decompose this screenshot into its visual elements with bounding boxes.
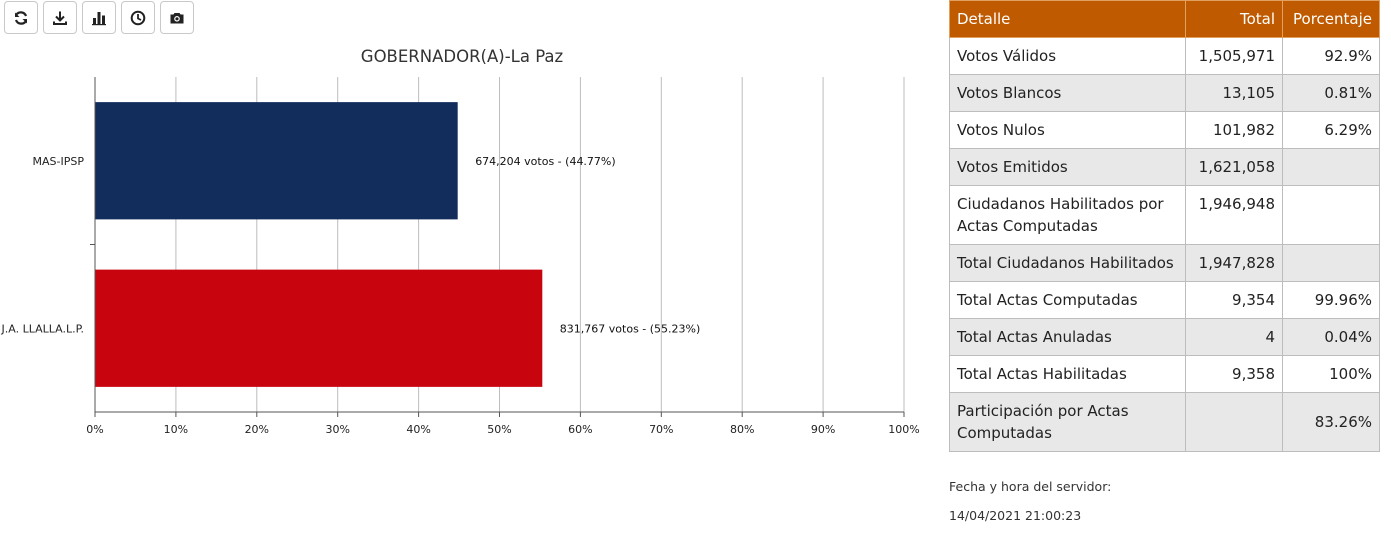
chart-axes: 0% 10% 20% 30% 40% 50% 60% 70% 80% 90% 100% MAS-IPS… [1, 77, 920, 436]
x-tick-label: 80% [730, 423, 754, 436]
chart-toolbar [4, 1, 194, 34]
screenshot-button[interactable] [160, 1, 194, 34]
x-tick-label: 50% [487, 423, 511, 436]
category-label: MAS-IPSP [33, 155, 85, 168]
table-row: Total Actas Habilitadas 9,358 100% [949, 355, 1380, 393]
row-detalle: Votos Válidos [949, 37, 1186, 75]
row-total: 101,982 [1185, 111, 1283, 149]
bar [95, 269, 543, 387]
row-total: 1,947,828 [1185, 244, 1283, 282]
server-time-label: Fecha y hora del servidor: [949, 479, 1112, 494]
header-porcentaje: Porcentaje [1282, 0, 1380, 38]
row-total: 1,505,971 [1185, 37, 1283, 75]
results-table: Detalle Total Porcentaje Votos Válidos 1… [949, 0, 1380, 452]
category-label: J.A. LLALLA.L.P. [1, 322, 84, 335]
row-porcentaje: 99.96% [1282, 281, 1380, 319]
row-total: 4 [1185, 318, 1283, 356]
row-detalle: Ciudadanos Habilitados por Actas Computa… [949, 185, 1186, 245]
table-row: Votos Emitidos 1,621,058 [949, 148, 1380, 186]
x-tick-label: 60% [568, 423, 592, 436]
row-detalle: Total Actas Habilitadas [949, 355, 1186, 393]
x-tick-label: 70% [649, 423, 673, 436]
row-porcentaje [1282, 244, 1380, 282]
row-detalle: Total Ciudadanos Habilitados [949, 244, 1186, 282]
row-total [1185, 392, 1283, 452]
row-total: 1,621,058 [1185, 148, 1283, 186]
table-header-row: Detalle Total Porcentaje [949, 0, 1380, 38]
table-row: Ciudadanos Habilitados por Actas Computa… [949, 185, 1380, 245]
camera-icon [170, 12, 184, 23]
table-row: Votos Blancos 13,105 0.81% [949, 74, 1380, 112]
header-total: Total [1185, 0, 1283, 38]
row-detalle: Participación por Actas Computadas [949, 392, 1186, 452]
row-detalle: Votos Emitidos [949, 148, 1186, 186]
row-porcentaje: 100% [1282, 355, 1380, 393]
data-label: 674,204 votos - (44.77%) [475, 155, 616, 168]
row-detalle: Total Actas Anuladas [949, 318, 1186, 356]
bar-chart-icon [92, 11, 106, 25]
row-total: 9,354 [1185, 281, 1283, 319]
row-total: 13,105 [1185, 74, 1283, 112]
clock-icon [130, 10, 146, 25]
row-porcentaje: 92.9% [1282, 37, 1380, 75]
bar [95, 102, 458, 220]
refresh-icon [14, 10, 28, 25]
history-button[interactable] [121, 1, 155, 34]
row-detalle: Votos Nulos [949, 111, 1186, 149]
bar-chart-button[interactable] [82, 1, 116, 34]
x-tick-label: 100% [888, 423, 919, 436]
data-label: 831,767 votos - (55.23%) [560, 322, 701, 335]
row-porcentaje [1282, 185, 1380, 245]
row-porcentaje [1282, 148, 1380, 186]
download-button[interactable] [43, 1, 77, 34]
bar-chart: GOBERNADOR(A)-La Paz 674,204 votos - (44… [1, 47, 920, 436]
row-detalle: Votos Blancos [949, 74, 1186, 112]
chart-title: GOBERNADOR(A)-La Paz [361, 47, 563, 66]
table-row: Participación por Actas Computadas 83.26… [949, 392, 1380, 452]
header-detalle: Detalle [949, 0, 1186, 38]
download-icon [53, 11, 67, 25]
row-detalle: Total Actas Computadas [949, 281, 1186, 319]
row-total: 1,946,948 [1185, 185, 1283, 245]
x-tick-label: 90% [811, 423, 835, 436]
server-time-value: 14/04/2021 21:00:23 [949, 508, 1082, 523]
table-row: Total Actas Anuladas 4 0.04% [949, 318, 1380, 356]
row-total: 9,358 [1185, 355, 1283, 393]
row-porcentaje: 0.04% [1282, 318, 1380, 356]
x-tick-label: 0% [86, 423, 103, 436]
x-tick-label: 20% [245, 423, 269, 436]
x-tick-label: 10% [164, 423, 188, 436]
row-porcentaje: 83.26% [1282, 392, 1380, 452]
table-row: Votos Válidos 1,505,971 92.9% [949, 37, 1380, 75]
table-row: Votos Nulos 101,982 6.29% [949, 111, 1380, 149]
refresh-button[interactable] [4, 1, 38, 34]
row-porcentaje: 0.81% [1282, 74, 1380, 112]
chart-bars: 674,204 votos - (44.77%) 831,767 votos - … [95, 102, 701, 387]
table-row: Total Actas Computadas 9,354 99.96% [949, 281, 1380, 319]
row-porcentaje: 6.29% [1282, 111, 1380, 149]
x-tick-label: 40% [406, 423, 430, 436]
table-row: Total Ciudadanos Habilitados 1,947,828 [949, 244, 1380, 282]
x-tick-label: 30% [325, 423, 349, 436]
